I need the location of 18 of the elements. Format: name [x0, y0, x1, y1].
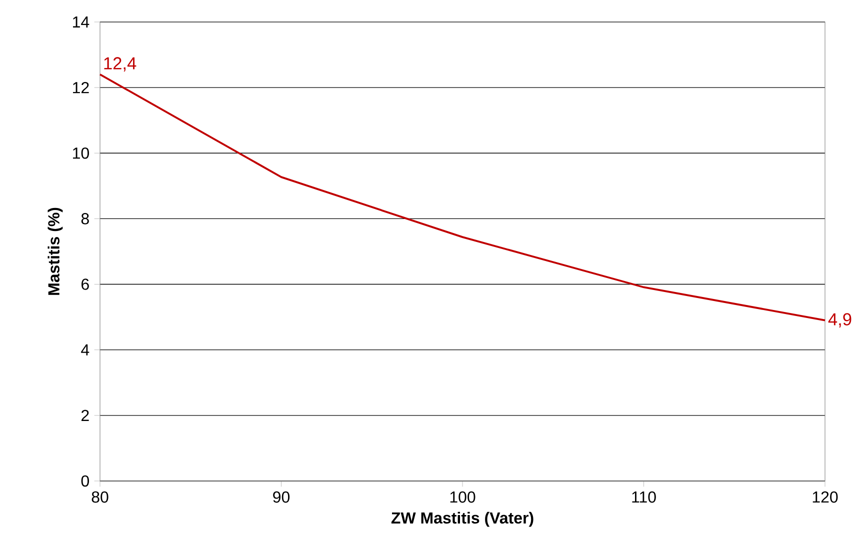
x-tick-label: 110 [632, 491, 656, 503]
y-tick-label: 2 [82, 410, 89, 421]
annotation: 4,9 [828, 313, 852, 328]
y-tick-label: 12 [73, 82, 89, 94]
x-axis-title: ZW Mastitis (Vater) [391, 512, 534, 527]
y-tick-label: 10 [73, 147, 89, 159]
x-tick-label: 120 [812, 491, 838, 503]
y-axis-title: Mastitis (%) [48, 208, 63, 295]
x-tick-label: 90 [273, 491, 290, 503]
y-tick-label: 6 [82, 278, 89, 290]
y-tick-label: 8 [81, 213, 89, 224]
x-tick-label: 100 [450, 491, 476, 503]
y-tick-label: 14 [73, 16, 90, 28]
line-series [99, 74, 826, 322]
x-tick-label: 80 [92, 491, 108, 503]
y-tick-label: 0 [81, 475, 89, 487]
annotation: 12,4 [104, 57, 136, 72]
y-tick-label: 4 [81, 344, 90, 356]
